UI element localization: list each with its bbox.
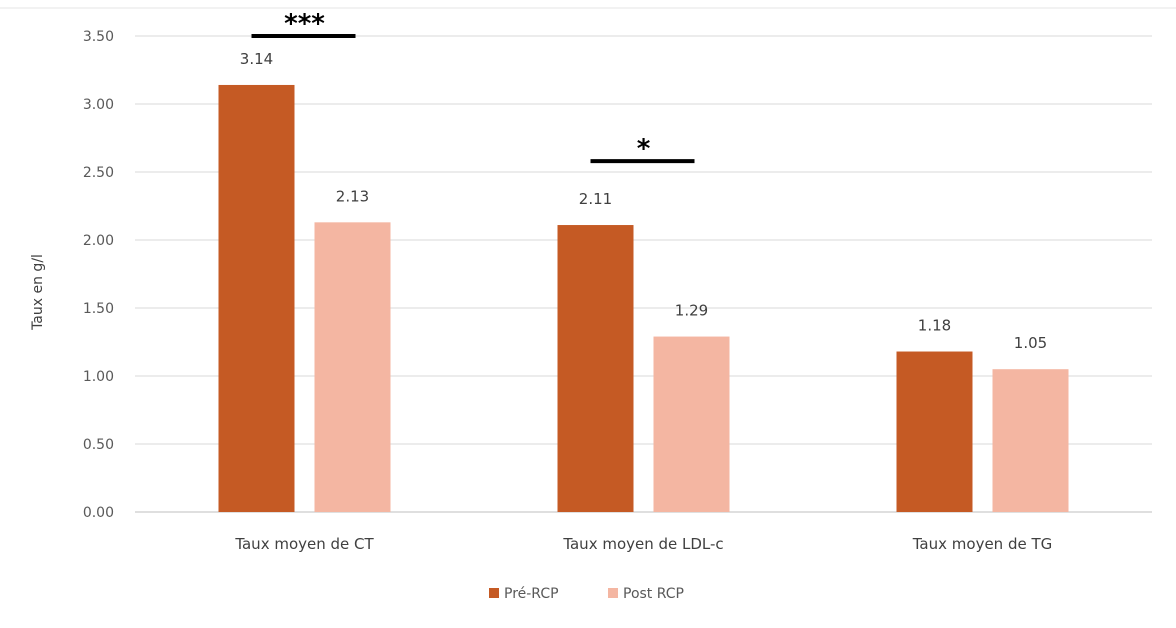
bar-pre-rcp: [896, 351, 973, 512]
category-label: Taux moyen de LDL-c: [562, 535, 723, 553]
category-labels: Taux moyen de CT Taux moyen de LDL-c Taux …: [234, 535, 1052, 553]
y-axis-title: Taux en g/l: [30, 254, 46, 331]
y-tick-label: 1.50: [83, 301, 114, 317]
y-tick-label: 2.00: [83, 233, 114, 249]
bar-post-rcp: [314, 222, 391, 512]
bar-post-rcp: [653, 336, 730, 512]
gridlines: [135, 35, 1152, 513]
legend-label: Post RCP: [623, 586, 684, 602]
legend: Pré-RCP Post RCP: [489, 586, 684, 602]
y-tick-label: 0.50: [83, 437, 114, 453]
legend-swatch: [608, 588, 618, 598]
category-label: Taux moyen de CT: [234, 535, 374, 553]
legend-label: Pré-RCP: [504, 586, 559, 602]
data-label: 2.13: [336, 187, 369, 205]
y-tick-label: 0.00: [83, 505, 114, 521]
data-label: 3.14: [240, 50, 273, 68]
y-tick-label: 2.50: [83, 165, 114, 181]
data-labels: 3.14 2.13 2.11 1.29 1.18 1.05: [240, 50, 1047, 352]
y-tick-label: 3.50: [83, 29, 114, 45]
bars: [218, 84, 1069, 513]
significance-annotations: ****: [251, 9, 695, 164]
y-tick-label: 3.00: [83, 97, 114, 113]
bar-pre-rcp: [218, 84, 295, 513]
legend-swatch: [489, 588, 499, 598]
y-axis-ticks: 0.00 0.50 1.00 1.50 2.00 2.50 3.00 3.50: [83, 29, 114, 521]
y-tick-label: 1.00: [83, 369, 114, 385]
significance-marker: *: [637, 134, 651, 164]
data-label: 2.11: [579, 190, 612, 208]
bar-pre-rcp: [557, 225, 634, 513]
data-label: 1.18: [918, 317, 951, 335]
category-label: Taux moyen de TG: [912, 535, 1053, 553]
bar-post-rcp: [992, 369, 1069, 512]
significance-marker: ***: [284, 9, 325, 39]
data-label: 1.05: [1014, 334, 1047, 352]
data-label: 1.29: [675, 302, 708, 320]
